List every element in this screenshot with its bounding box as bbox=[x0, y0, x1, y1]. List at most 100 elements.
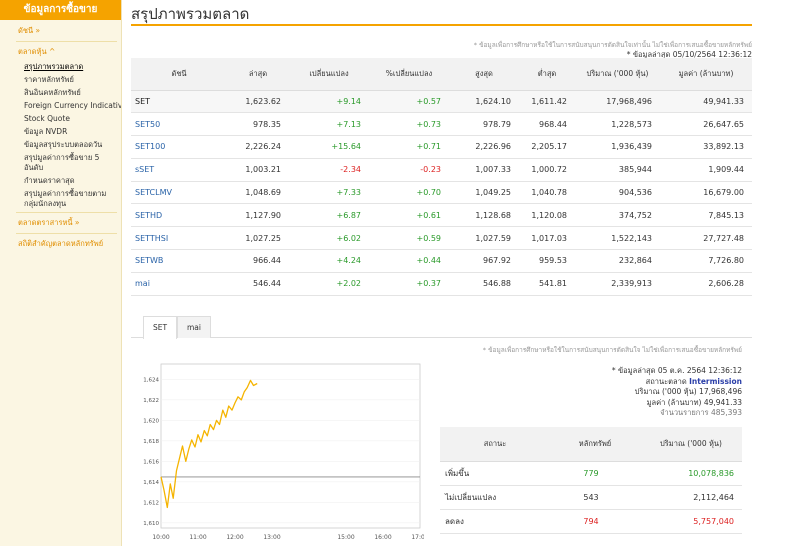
change-cell: +7.33 bbox=[289, 181, 369, 205]
table-row[interactable]: SET100 2,226.24 +15.64 +0.71 2,226.96 2,205.1… bbox=[131, 135, 752, 159]
chart-y-tick-label: 1,614 bbox=[143, 480, 159, 486]
volume-row: ปริมาณ ('000 หุ้น) 17,968,496 bbox=[440, 387, 742, 398]
last-cell: 1,623.62 bbox=[227, 90, 289, 114]
adv-count: 779 bbox=[550, 461, 640, 486]
market-status-label: สถานะตลาด bbox=[645, 376, 687, 386]
sidebar-item-securities-info[interactable]: สินอินคหลักทรัพย์ bbox=[24, 87, 81, 97]
chart-tabs: SET mai bbox=[131, 316, 752, 339]
chart-x-tick-label: 17:00 bbox=[411, 534, 424, 541]
sidebar-header: ข้อมูลการซื้อขาย bbox=[0, 0, 121, 20]
summary-disclaimer-text: * ข้อมูลเพื่อการศึกษาหรือใช้ในการสนับสนุ… bbox=[482, 346, 742, 354]
index-cell[interactable]: SETCLMV bbox=[131, 181, 227, 205]
tab-mai[interactable]: mai bbox=[177, 316, 211, 338]
high-cell: 546.88 bbox=[449, 272, 519, 296]
disclaimer-text: * ข้อมูลเพื่อการศึกษาหรือใช้ในการสนับสนุ… bbox=[473, 41, 752, 49]
value-cell: 49,941.33 bbox=[660, 90, 752, 114]
high-cell: 2,226.96 bbox=[449, 135, 519, 159]
sidebar-divider bbox=[16, 212, 117, 213]
index-cell[interactable]: SET50 bbox=[131, 112, 227, 137]
value-value: 49,941.33 bbox=[703, 397, 742, 407]
adv-volume: 5,757,040 bbox=[640, 509, 742, 534]
table-row[interactable]: SETTHSI 1,027.25 +6.02 +0.59 1,027.59 1,017.0… bbox=[131, 226, 752, 251]
sidebar-item-market-summary[interactable]: สรุปภาพรวมตลาด bbox=[24, 61, 84, 71]
market-summary-table: ดัชนี ล่าสุด เปลี่ยนแปลง %เปลี่ยนแปลง สู… bbox=[131, 58, 752, 296]
chart-y-tick-label: 1,610 bbox=[143, 521, 159, 527]
table-row[interactable]: SET50 978.35 +7.13 +0.73 978.79 968.44 1,228,5… bbox=[131, 112, 752, 137]
index-cell[interactable]: sSET bbox=[131, 158, 227, 182]
table-row: ไม่เปลี่ยนแปลง 543 2,112,464 bbox=[440, 485, 742, 510]
chart-series-line bbox=[160, 379, 258, 509]
table-row[interactable]: SETCLMV 1,048.69 +7.33 +0.70 1,049.25 1,040.7… bbox=[131, 181, 752, 205]
sidebar-section-bond-market[interactable]: ตลาดตราสารหนี้ » bbox=[18, 218, 80, 227]
last-cell: 978.35 bbox=[227, 112, 289, 137]
summary-updated: * ข้อมูลล่าสุด 05 ต.ค. 2564 12:36:12 bbox=[611, 366, 742, 375]
sidebar-item-investor-type[interactable]: สรุปมูลค่าการซื้อขายตามกลุ่มนักลงทุน bbox=[24, 188, 107, 208]
sidebar-item-stock-quote[interactable]: Stock Quote bbox=[24, 113, 70, 123]
low-cell: 2,205.17 bbox=[519, 135, 575, 159]
low-cell: 1,120.08 bbox=[519, 203, 575, 228]
last-cell: 1,048.69 bbox=[227, 181, 289, 205]
change-cell: +4.24 bbox=[289, 249, 369, 273]
volume-cell: 17,968,496 bbox=[575, 90, 660, 114]
col-header-change: เปลี่ยนแปลง bbox=[289, 58, 369, 91]
volume-cell: 385,944 bbox=[575, 158, 660, 182]
sidebar-item-daily-summary[interactable]: ข้อมูลสรุประบบตลอดวัน bbox=[24, 139, 103, 149]
adv-status-label: ลดลง bbox=[440, 509, 550, 534]
sidebar-item-latest-price[interactable]: กำหนดราคาสุด bbox=[24, 175, 75, 185]
title-underline bbox=[131, 24, 752, 26]
change-cell: +2.02 bbox=[289, 272, 369, 296]
index-cell[interactable]: SETWB bbox=[131, 249, 227, 273]
last-cell: 1,027.25 bbox=[227, 226, 289, 251]
volume-cell: 2,339,913 bbox=[575, 272, 660, 296]
col-header-value: มูลค่า (ล้านบาท) bbox=[660, 58, 752, 91]
pct-change-cell: +0.59 bbox=[369, 226, 449, 251]
table-row[interactable]: mai 546.44 +2.02 +0.37 546.88 541.81 2,339,913… bbox=[131, 272, 752, 296]
volume-value: 17,968,496 bbox=[699, 387, 742, 396]
sidebar-item-stock-price[interactable]: ราคาหลักทรัพย์ bbox=[24, 74, 74, 84]
value-cell: 26,647.65 bbox=[660, 112, 752, 137]
high-cell: 1,049.25 bbox=[449, 181, 519, 205]
change-cell: +6.87 bbox=[289, 203, 369, 228]
table-row[interactable]: SETHD 1,127.90 +6.87 +0.61 1,128.68 1,120.08 3… bbox=[131, 203, 752, 228]
col-header-last: ล่าสุด bbox=[227, 58, 289, 91]
sidebar-item-top5-value[interactable]: สรุปมูลค่าการซื้อขาย 5 อันดับ bbox=[24, 152, 100, 172]
table-row[interactable]: sSET 1,003.21 -2.34 -0.23 1,007.33 1,000.72 38… bbox=[131, 158, 752, 182]
sidebar-item-foreign-currency[interactable]: Foreign Currency Indicative bbox=[24, 100, 121, 110]
table-row[interactable]: SET 1,623.62 +9.14 +0.57 1,624.10 1,611.42 17,… bbox=[131, 90, 752, 114]
value-cell: 27,727.48 bbox=[660, 226, 752, 251]
sidebar-section-stock-market[interactable]: ตลาดหุ้น ^ bbox=[18, 47, 56, 56]
sidebar-divider bbox=[16, 233, 117, 234]
change-cell: -2.34 bbox=[289, 158, 369, 182]
index-cell[interactable]: SET bbox=[131, 90, 227, 114]
adv-count: 794 bbox=[550, 509, 640, 534]
pct-change-cell: +0.37 bbox=[369, 272, 449, 296]
low-cell: 959.53 bbox=[519, 249, 575, 273]
last-updated-text: * ข้อมูลล่าสุด 05/10/2564 12:36:12 bbox=[626, 50, 752, 59]
last-cell: 1,127.90 bbox=[227, 203, 289, 228]
last-cell: 966.44 bbox=[227, 249, 289, 273]
col-header-adv-volume: ปริมาณ ('000 หุ้น) bbox=[640, 427, 742, 462]
col-header-volume: ปริมาณ ('000 หุ้น) bbox=[575, 58, 660, 91]
chart-x-tick-label: 10:00 bbox=[152, 534, 169, 541]
chart-x-tick-label: 16:00 bbox=[374, 534, 391, 541]
chart-y-tick-label: 1,618 bbox=[143, 439, 159, 445]
low-cell: 1,017.03 bbox=[519, 226, 575, 251]
value-cell: 1,909.44 bbox=[660, 158, 752, 182]
table-row[interactable]: SETWB 966.44 +4.24 +0.44 967.92 959.53 232,864… bbox=[131, 249, 752, 273]
change-cell: +7.13 bbox=[289, 112, 369, 137]
advance-decline-table: สถานะ หลักทรัพย์ ปริมาณ ('000 หุ้น) เพิ่… bbox=[440, 427, 742, 534]
index-cell[interactable]: SETTHSI bbox=[131, 226, 227, 251]
index-cell[interactable]: mai bbox=[131, 272, 227, 296]
col-header-status: สถานะ bbox=[440, 427, 550, 462]
tab-set[interactable]: SET bbox=[143, 316, 177, 339]
value-cell: 16,679.00 bbox=[660, 181, 752, 205]
high-cell: 1,007.33 bbox=[449, 158, 519, 182]
index-cell[interactable]: SETHD bbox=[131, 203, 227, 228]
chart-x-tick-label: 13:00 bbox=[263, 534, 280, 541]
high-cell: 1,128.68 bbox=[449, 203, 519, 228]
sidebar-item-nvdr[interactable]: ข้อมูล NVDR bbox=[24, 126, 68, 136]
index-cell[interactable]: SET100 bbox=[131, 135, 227, 159]
sidebar: ข้อมูลการซื้อขาย ดัชนี » ตลาดหุ้น ^ สรุป… bbox=[0, 0, 122, 546]
sidebar-section-index[interactable]: ดัชนี » bbox=[18, 26, 41, 35]
sidebar-section-key-statistics[interactable]: สถิติสำคัญตลาดหลักทรัพย์ bbox=[18, 239, 104, 248]
